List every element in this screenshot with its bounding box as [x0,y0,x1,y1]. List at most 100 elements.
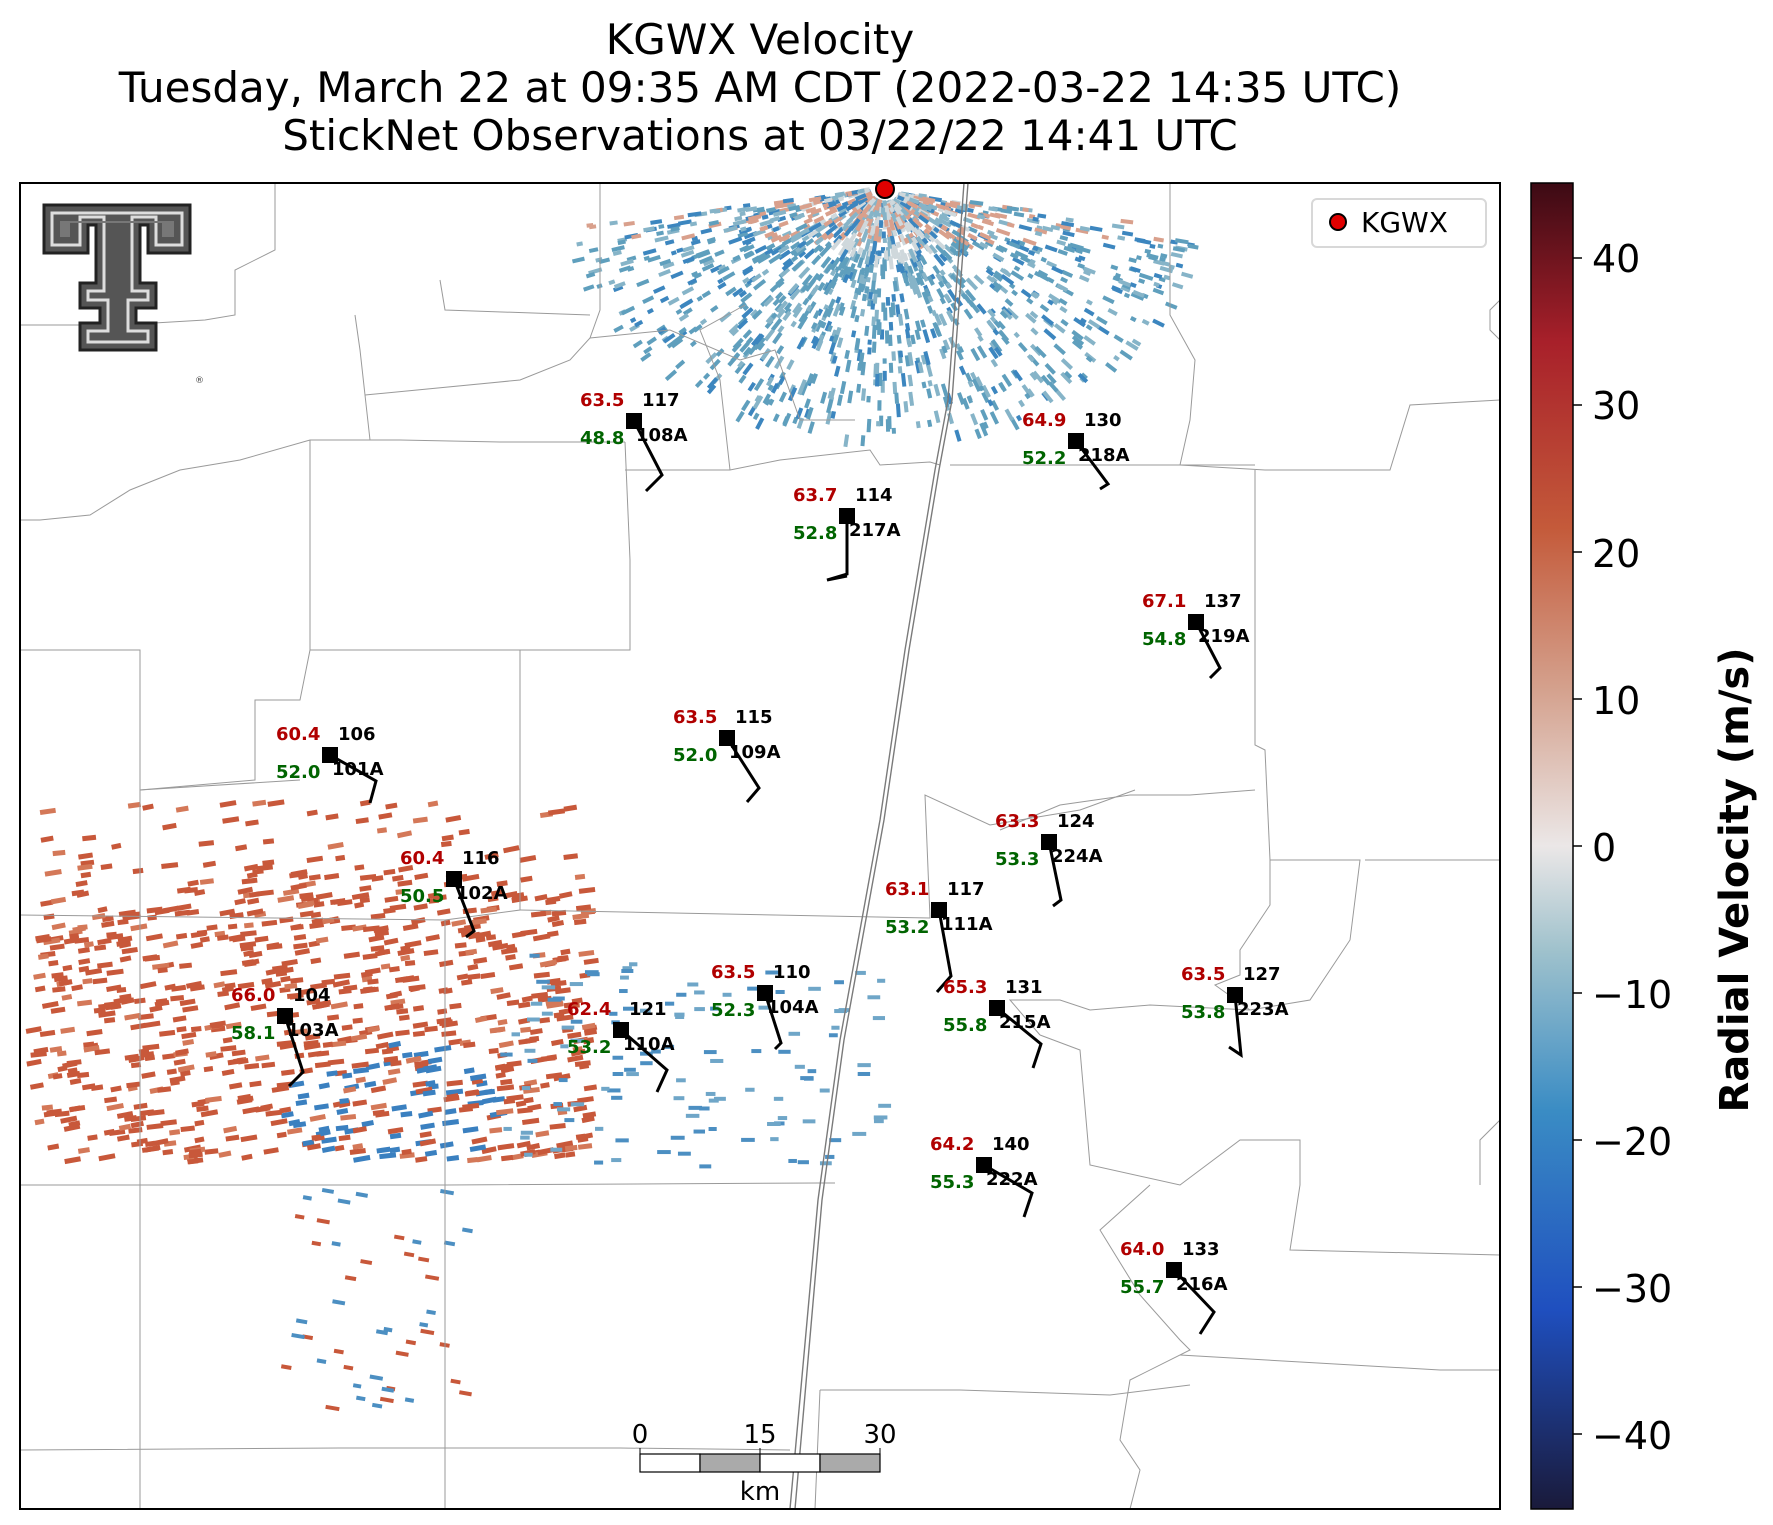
station-marker-103A [277,1008,293,1024]
scale-tick-30: 30 [863,1420,896,1450]
legend-marker-icon [1329,213,1347,231]
wind-barb-219A [1194,621,1222,680]
station-marker-109A [719,730,735,746]
station-dew-111A: 53.2 [885,917,929,938]
colorbar-tick-minus20: −20 [1592,1120,1673,1164]
station-marker-219A [1188,614,1204,630]
svg-text:®: ® [195,376,204,386]
station-temp-215A: 65.3 [943,977,987,998]
wind-barb-110A [620,1028,669,1093]
scale-tick-15: 15 [743,1420,776,1450]
station-id-216A: 216A [1176,1274,1228,1295]
scale-bar: 0 15 30 km [632,1420,897,1507]
state-line [789,183,969,1509]
station-dew-219A: 54.8 [1142,629,1186,650]
station-dew-110A: 53.2 [567,1037,611,1058]
station-temp-216A: 64.0 [1120,1239,1164,1260]
station-dir-101A: 106 [338,724,376,745]
station-dew-217A: 52.8 [793,523,837,544]
wind-barb-102A [452,878,476,939]
wind-barb-215A [996,1006,1043,1069]
station-dew-224A: 53.3 [995,849,1039,870]
texas-tech-logo-icon: ® [42,203,204,386]
station-temp-223A: 63.5 [1181,964,1225,985]
station-dir-223A: 127 [1243,964,1281,985]
station-id-218A: 218A [1078,445,1130,466]
radar-site-marker [875,179,895,199]
station-dir-216A: 133 [1182,1239,1220,1260]
station-temp-218A: 64.9 [1022,410,1066,431]
station-id-108A: 108A [636,425,688,446]
station-temp-110A: 62.4 [567,999,611,1020]
station-marker-215A [989,1000,1005,1016]
station-id-222A: 222A [986,1169,1038,1190]
colorbar-ticks [1573,257,1582,1435]
station-marker-108A [626,413,642,429]
scale-unit: km [740,1477,780,1507]
station-dew-215A: 55.8 [943,1015,987,1036]
station-dir-110A: 121 [629,999,667,1020]
station-id-102A: 102A [456,883,508,904]
colorbar-tick-10: 10 [1592,679,1641,723]
title-line-2: Tuesday, March 22 at 09:35 AM CDT (2022-… [118,63,1402,112]
wind-barb-103A [283,1015,305,1088]
wind-barb-216A [1172,1268,1216,1335]
title-line-1: KGWX Velocity [605,15,915,64]
colorbar-tick-40: 40 [1592,237,1641,281]
colorbar-tick-minus40: −40 [1592,1414,1673,1458]
station-dew-101A: 52.0 [276,762,320,783]
station-temp-111A: 63.1 [885,879,929,900]
station-dew-218A: 52.2 [1022,448,1066,469]
station-marker-110A [613,1022,629,1038]
station-id-217A: 217A [849,520,901,541]
station-marker-102A [446,871,462,887]
station-id-223A: 223A [1237,999,1289,1020]
station-id-215A: 215A [999,1012,1051,1033]
station-temp-103A: 66.0 [231,985,275,1006]
station-dew-223A: 53.8 [1181,1002,1225,1023]
map-background [20,183,1500,1509]
wind-barb-218A [1074,440,1111,491]
wind-barb-217A [826,516,849,582]
colorbar-label: Radial Velocity (m/s) [1712,647,1758,1113]
station-dir-219A: 137 [1204,591,1242,612]
station-id-104A: 104A [767,997,819,1018]
colorbar-tick-20: 20 [1592,532,1641,576]
station-dir-217A: 114 [855,485,893,506]
station-dew-102A: 50.5 [400,886,444,907]
station-dir-111A: 117 [947,879,985,900]
station-id-109A: 109A [729,742,781,763]
station-dir-103A: 104 [293,985,331,1006]
scale-tick-0: 0 [632,1420,649,1450]
colorbar-tick-minus10: −10 [1592,973,1673,1017]
title-line-3: StickNet Observations at 03/22/22 14:41 … [282,111,1238,160]
wind-barb-111A [935,909,953,993]
wind-barb-222A [983,1163,1034,1218]
map-frame [19,182,1501,1510]
colorbar-gradient [1530,182,1574,1510]
station-temp-109A: 63.5 [673,707,717,728]
station-marker-101A [322,747,338,763]
radar-velocity-layer [25,187,1199,1412]
station-temp-101A: 60.4 [276,724,320,745]
station-marker-224A [1041,834,1057,850]
station-marker-216A [1166,1262,1182,1278]
station-id-101A: 101A [332,759,384,780]
station-dew-109A: 52.0 [673,745,717,766]
station-id-111A: 111A [941,914,993,935]
station-marker-111A [931,902,947,918]
station-dir-104A: 110 [773,962,811,983]
station-temp-104A: 63.5 [711,962,755,983]
station-id-224A: 224A [1051,846,1103,867]
wind-barb-108A [632,420,664,493]
legend: KGWX [1311,198,1487,248]
station-id-103A: 103A [287,1020,339,1041]
station-temp-102A: 60.4 [400,848,444,869]
wind-barbs [283,420,1243,1335]
station-id-219A: 219A [1198,626,1250,647]
station-dir-222A: 140 [992,1134,1030,1155]
station-dew-108A: 48.8 [580,428,624,449]
station-marker-104A [757,985,773,1001]
wind-barb-101A [329,753,378,804]
